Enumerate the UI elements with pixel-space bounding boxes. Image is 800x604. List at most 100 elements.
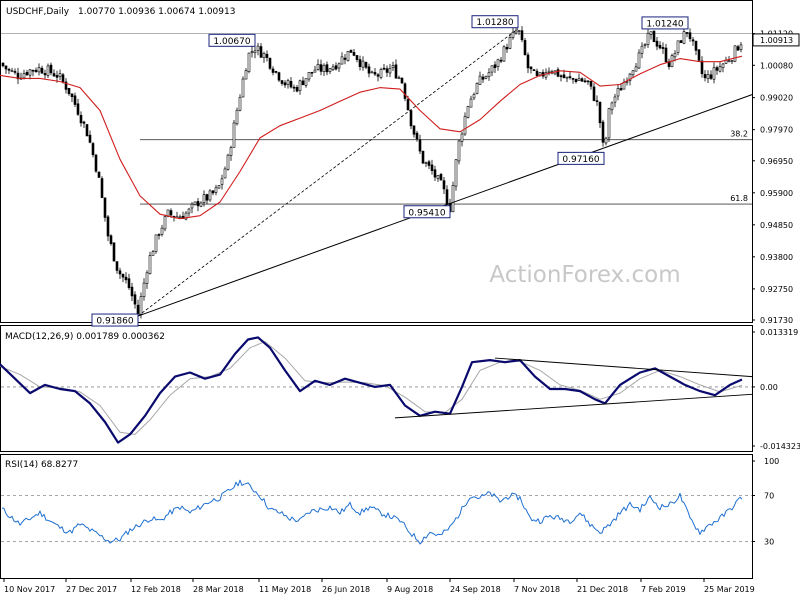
candle-body [445, 189, 449, 205]
candle-body [277, 72, 281, 81]
candle-body [424, 162, 428, 164]
candle-body [349, 49, 353, 53]
x-axis-label: 24 Sep 2018 [450, 585, 501, 594]
x-axis-label: 25 Mar 2019 [704, 585, 755, 594]
candle-body [43, 73, 47, 76]
rsi-axis-label: 70 [764, 492, 774, 501]
candle-body [256, 45, 260, 51]
axis-layer: 1.011201.000800.990200.979700.969500.959… [3, 30, 800, 594]
macd-axis-label: -0.014323 [760, 442, 800, 451]
candle-body [187, 208, 191, 214]
candle-body [397, 77, 401, 79]
candle-body [409, 110, 413, 127]
price-annotation-box [471, 15, 519, 29]
price-annotation-label: 0.91860 [96, 317, 133, 327]
candle-body [709, 74, 713, 79]
candle-body [655, 40, 659, 47]
candle-body [475, 83, 479, 94]
candle-body [235, 109, 239, 125]
candle-body [304, 78, 308, 86]
candle-body [703, 74, 707, 79]
candle-body [625, 81, 629, 83]
candle-body [499, 59, 503, 62]
candle-body [577, 78, 581, 81]
candle-body [145, 272, 149, 284]
candle-body [106, 216, 110, 237]
candle-body [163, 216, 167, 230]
candle-body [682, 31, 686, 44]
candle-body [358, 59, 362, 67]
candle-body [10, 70, 14, 72]
last-price-label: 1.00913 [760, 36, 793, 45]
candle-body [13, 71, 17, 73]
price-layer: 38.2 61.8 0.91860 1.00670 0.95410 1.01280 0.97… [0, 15, 753, 327]
candle-body [250, 51, 254, 53]
candle-body [103, 197, 107, 218]
candle-body [70, 93, 74, 98]
rsi-layer [1, 479, 752, 545]
candle-body [118, 270, 122, 275]
candle-body [472, 94, 476, 99]
candle-body [463, 116, 467, 135]
candle-body [544, 72, 548, 78]
candle-body [301, 80, 305, 86]
candle-body [253, 50, 257, 54]
macd-line [0, 336, 743, 444]
candle-body [76, 103, 80, 115]
candle-body [199, 202, 203, 207]
candle-body [646, 32, 650, 45]
candle-body [157, 234, 161, 236]
candle-body [496, 59, 500, 67]
candle-body [292, 86, 296, 89]
chart-header-ohlc: 1.00770 1.00936 1.00674 1.00913 [78, 7, 235, 17]
candle-body [40, 67, 44, 74]
candle-body [502, 46, 506, 62]
rsi-axis-label: 100 [764, 457, 779, 466]
candle-body [379, 69, 383, 78]
candle-body [229, 147, 233, 156]
candle-body [634, 66, 638, 72]
candle-body [136, 304, 140, 315]
candle-body [487, 72, 491, 77]
candle-body [658, 45, 662, 49]
candle-body [190, 203, 194, 209]
candle-body [421, 150, 425, 164]
candle-body [376, 74, 380, 77]
candle-body [25, 72, 29, 76]
candle-body [328, 68, 332, 72]
candle-body [619, 88, 623, 91]
candle-body [127, 278, 131, 288]
candle-body [169, 210, 173, 216]
macd-trendline [494, 357, 753, 378]
price-axis-label: 0.95900 [760, 189, 793, 198]
candle-body [712, 67, 716, 80]
candle-body [61, 74, 65, 82]
candle-body [427, 161, 431, 166]
candle-body [433, 169, 437, 178]
candle-body [736, 46, 740, 51]
candle-body [640, 45, 644, 54]
candle-body [661, 47, 665, 49]
candle-body [400, 77, 404, 84]
candle-body [580, 78, 584, 82]
candle-body [79, 114, 83, 124]
candle-body [520, 30, 524, 41]
candle-body [223, 168, 227, 179]
x-axis-label: 21 Dec 2018 [577, 585, 628, 594]
candle-body [352, 52, 356, 56]
price-axis-label: 0.96950 [760, 157, 793, 166]
candle-body [442, 180, 446, 190]
candle-body [262, 53, 266, 59]
candle-body [259, 46, 263, 58]
candle-body [325, 64, 329, 73]
candle-body [403, 83, 407, 99]
price-annotation-box [208, 33, 256, 47]
candle-body [220, 178, 224, 185]
candle-body [337, 63, 341, 69]
candle-body [532, 69, 536, 72]
candle-body [469, 98, 473, 108]
candle-body [322, 65, 326, 72]
macd-axis-label: 0.013319 [760, 328, 798, 337]
candle-body [664, 47, 668, 63]
